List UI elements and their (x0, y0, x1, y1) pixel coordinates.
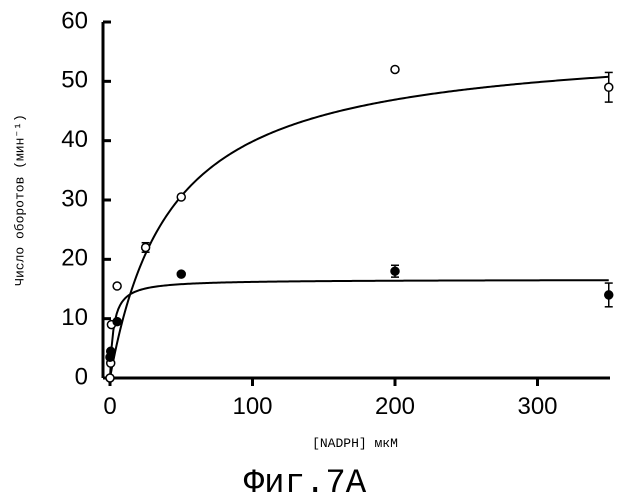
data-points (106, 65, 613, 382)
y-tick-label: 40 (61, 126, 88, 153)
filled-data-point (113, 318, 121, 326)
fit-curves (110, 77, 609, 378)
y-tick-label: 50 (61, 67, 88, 94)
filled-data-point (107, 347, 115, 355)
figure-caption: Фиг.7А (244, 465, 367, 500)
x-tick-label: 300 (517, 393, 557, 420)
x-ticks: 0 100 200 300 (103, 378, 557, 420)
filled-data-point (605, 291, 613, 299)
open-data-point (113, 282, 121, 290)
x-tick-label: 100 (232, 393, 272, 420)
filled-data-point (177, 270, 185, 278)
filled-data-point (391, 267, 399, 275)
fit-curve-1 (110, 77, 609, 378)
open-data-point (106, 374, 114, 382)
y-axis-title: Число оборотов (мин⁻¹) (12, 114, 27, 286)
open-data-point (142, 243, 150, 251)
x-tick-label: 0 (103, 393, 116, 420)
fit-curve-2 (110, 280, 609, 378)
y-tick-label: 30 (61, 185, 88, 212)
x-tick-label: 200 (375, 393, 415, 420)
x-axis-title: [NADPH] мкМ (312, 436, 398, 451)
y-tick-label: 20 (61, 245, 88, 272)
open-data-point (391, 65, 399, 73)
y-tick-label: 10 (61, 304, 88, 331)
y-tick-label: 0 (75, 363, 88, 390)
y-tick-label: 60 (61, 7, 88, 34)
open-data-point (605, 83, 613, 91)
open-data-point (177, 193, 185, 201)
